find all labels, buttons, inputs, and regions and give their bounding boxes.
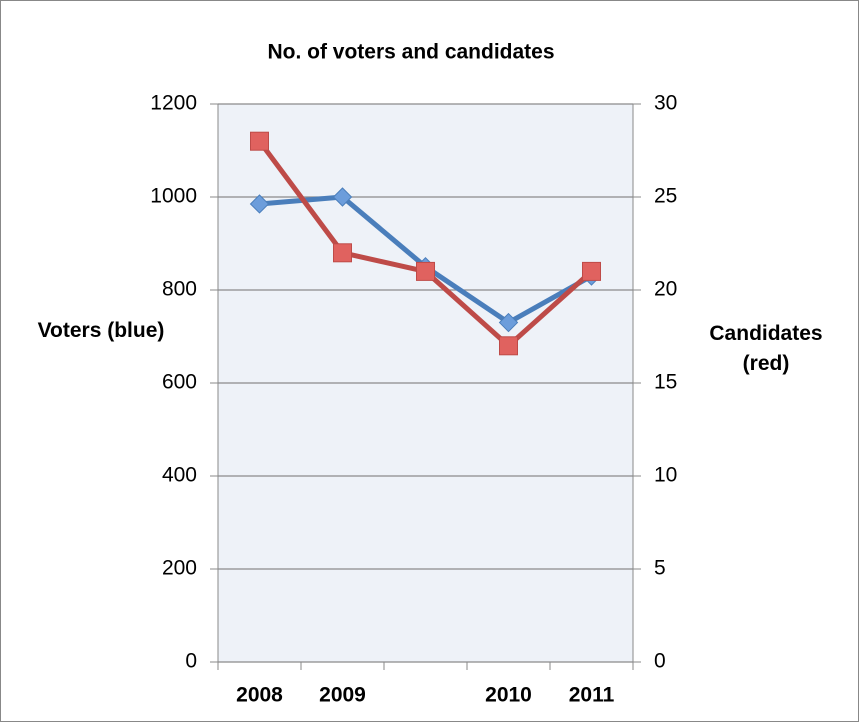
y2-tick-label: 15 (654, 371, 677, 394)
marker (249, 194, 270, 214)
y-tick-label: 1000 (150, 185, 197, 208)
y2-tick-label: 20 (654, 278, 677, 301)
x-tick-label: 2008 (236, 684, 283, 707)
y-tick-label: 400 (162, 464, 197, 487)
y2-axis-label: Candidates (red) (709, 322, 823, 375)
y-tick-label: 1200 (150, 92, 197, 115)
marker (499, 336, 518, 356)
y-tick-label: 0 (185, 650, 197, 673)
y2-tick-label: 25 (654, 185, 677, 208)
y2-tick-label: 0 (654, 650, 666, 673)
y-tick-label: 200 (162, 557, 197, 580)
y2-tick-label: 30 (654, 92, 677, 115)
x-tick-label: 2009 (319, 684, 366, 707)
marker (498, 312, 519, 333)
y2-tick-label: 5 (654, 557, 666, 580)
y2-tick-label: 10 (654, 464, 677, 487)
y-tick-label: 800 (162, 278, 197, 301)
y-tick-label: 600 (162, 371, 197, 394)
marker (582, 261, 601, 281)
x-tick-label: 2010 (485, 684, 532, 707)
x-tick-label: 2011 (569, 684, 615, 707)
marker (250, 131, 269, 151)
y-axis-label: Voters (blue) (37, 319, 165, 342)
chart-title: No. of voters and candidates (267, 41, 554, 64)
marker (333, 243, 352, 263)
marker (416, 261, 435, 281)
marker (332, 187, 353, 207)
